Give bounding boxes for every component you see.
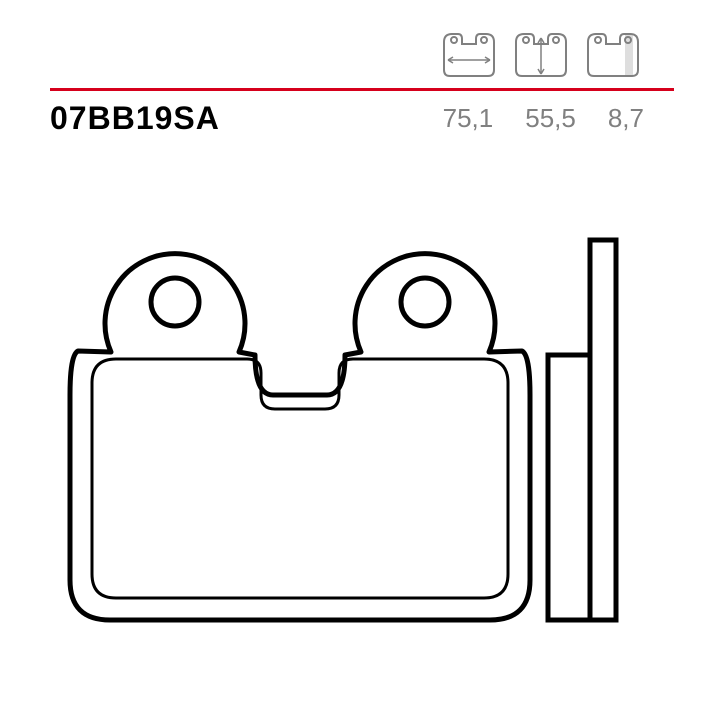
figure-canvas: 07BB19SA 75,1 55,5 8,7 xyxy=(0,0,724,724)
side-backing-plate xyxy=(590,240,616,620)
mounting-hole-left xyxy=(151,278,199,326)
pad-icon-thickness xyxy=(582,30,644,80)
dimensions-group: 75,1 55,5 8,7 xyxy=(443,103,644,134)
pad-outer-contour xyxy=(70,254,530,620)
part-number: 07BB19SA xyxy=(50,100,220,137)
pad-icon-height xyxy=(510,30,572,80)
side-view xyxy=(548,240,616,620)
dimension-width: 75,1 xyxy=(443,103,494,134)
side-friction-material xyxy=(548,355,590,620)
mounting-hole-right xyxy=(401,278,449,326)
front-view xyxy=(70,254,530,620)
technical-drawing xyxy=(30,190,694,690)
header-dimension-icons xyxy=(0,30,724,80)
label-row: 07BB19SA 75,1 55,5 8,7 xyxy=(50,100,674,137)
pad-icon-width xyxy=(438,30,500,80)
dimension-thickness: 8,7 xyxy=(608,103,644,134)
divider-line xyxy=(50,88,674,91)
dimension-height: 55,5 xyxy=(525,103,576,134)
